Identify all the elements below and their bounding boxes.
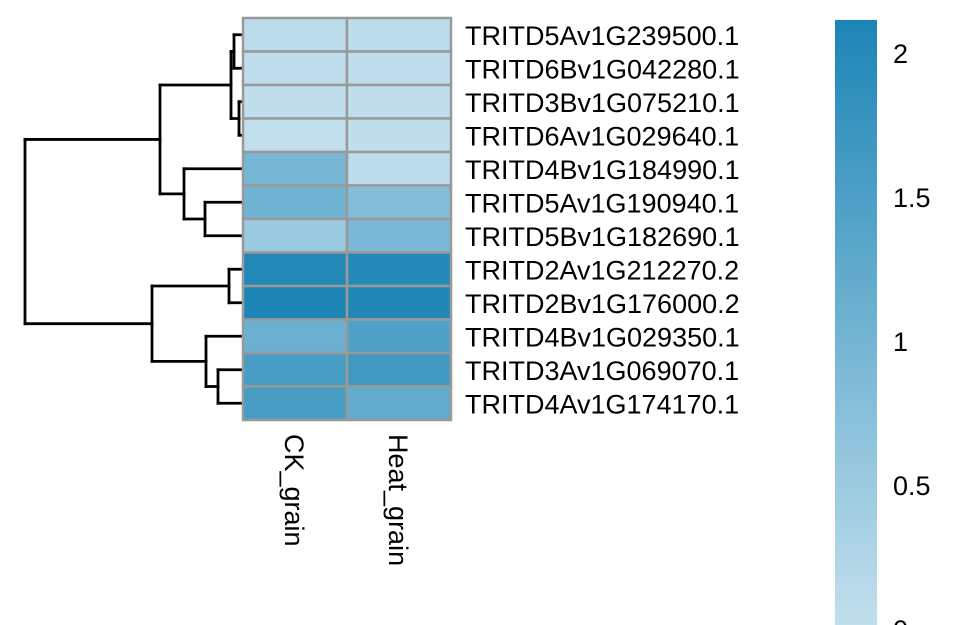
row-label: TRITD4Bv1G029350.1: [465, 322, 740, 352]
heatmap-cell: [345, 318, 453, 355]
row-label: TRITD2Av1G212270.2: [465, 255, 739, 285]
colorbar-tick-label: 2: [893, 39, 908, 69]
heatmap-cells: [241, 16, 453, 422]
heatmap-cell: [345, 50, 453, 87]
heatmap-cell: [241, 351, 349, 388]
colorbar-tick-label: 1: [893, 327, 908, 357]
heatmap-cell: [345, 16, 453, 53]
row-label: TRITD5Av1G239500.1: [465, 21, 739, 51]
heatmap-cell: [241, 150, 349, 187]
colorbar-tick-label: 0.5: [893, 471, 931, 501]
row-label: TRITD4Bv1G184990.1: [465, 155, 740, 185]
row-label: TRITD6Av1G029640.1: [465, 121, 739, 151]
row-label: TRITD4Av1G174170.1: [465, 389, 739, 419]
heatmap-cell: [241, 117, 349, 154]
heatmap-cell: [345, 217, 453, 254]
heatmap-cell: [241, 385, 349, 422]
heatmap-cell: [345, 150, 453, 187]
heatmap-cell: [241, 16, 349, 53]
column-labels: CK_grain Heat_grain: [279, 434, 413, 566]
heatmap-cell: [345, 184, 453, 221]
row-label: TRITD5Av1G190940.1: [465, 188, 739, 218]
heatmap-cell: [241, 50, 349, 87]
heatmap-cell: [345, 117, 453, 154]
row-label: TRITD3Av1G069070.1: [465, 356, 739, 386]
heatmap-cell: [345, 251, 453, 288]
colorbar-gradient: [835, 20, 877, 625]
column-label: Heat_grain: [383, 434, 413, 566]
heatmap-cell: [241, 184, 349, 221]
column-label: CK_grain: [279, 434, 309, 547]
heatmap-cell: [241, 251, 349, 288]
heatmap-cell: [345, 351, 453, 388]
row-dendrogram: [23, 33, 243, 405]
row-label: TRITD3Bv1G075210.1: [465, 88, 740, 118]
heatmap-cell: [241, 217, 349, 254]
colorbar-legend: 0 0.5 1 1.5 2: [835, 20, 931, 625]
row-label: TRITD6Bv1G042280.1: [465, 54, 740, 84]
heatmap-cell: [241, 83, 349, 120]
heatmap-cell: [241, 318, 349, 355]
heatmap-cell: [345, 385, 453, 422]
heatmap-cell: [241, 284, 349, 321]
heatmap-cell: [345, 284, 453, 321]
row-label: TRITD5Bv1G182690.1: [465, 222, 740, 252]
row-label: TRITD2Bv1G176000.2: [465, 289, 740, 319]
colorbar-tick-label: 1.5: [893, 183, 931, 213]
heatmap-cell: [345, 83, 453, 120]
colorbar-tick-label: 0: [893, 615, 908, 625]
